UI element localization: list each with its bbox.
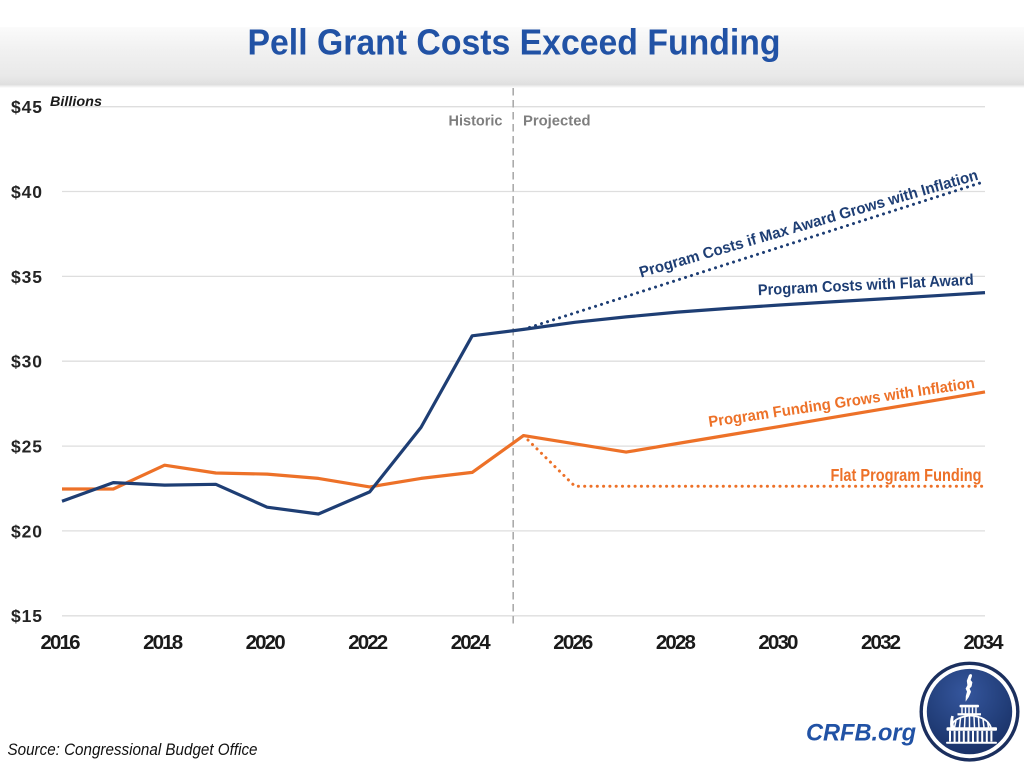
svg-text:Historic: Historic [449, 113, 503, 129]
svg-text:2020: 2020 [246, 631, 286, 654]
svg-text:2032: 2032 [861, 631, 901, 654]
svg-text:2018: 2018 [143, 631, 183, 654]
svg-text:$45: $45 [11, 97, 42, 117]
svg-text:2030: 2030 [758, 631, 798, 654]
svg-text:Pell Grant Costs Exceed Fundin: Pell Grant Costs Exceed Funding [248, 22, 781, 63]
svg-text:$30: $30 [11, 352, 42, 372]
svg-text:$35: $35 [11, 267, 42, 287]
svg-text:$20: $20 [11, 521, 42, 541]
svg-text:2022: 2022 [348, 631, 388, 654]
svg-text:Projected: Projected [523, 113, 591, 129]
svg-text:Program Costs if Max Award Gro: Program Costs if Max Award Grows with In… [637, 167, 980, 282]
svg-text:2034: 2034 [964, 631, 1005, 654]
svg-text:Source: Congressional Budget O: Source: Congressional Budget Office [8, 741, 258, 759]
svg-text:2028: 2028 [656, 631, 696, 654]
svg-text:2024: 2024 [451, 631, 492, 654]
svg-text:CRFB.org: CRFB.org [806, 720, 916, 747]
svg-text:Flat Program Funding: Flat Program Funding [831, 465, 982, 485]
svg-text:2016: 2016 [41, 631, 81, 654]
svg-text:$15: $15 [11, 606, 42, 626]
svg-text:Program Funding Grows with Inf: Program Funding Grows with Inflation [707, 375, 976, 431]
svg-text:2026: 2026 [553, 631, 593, 654]
svg-text:Billions: Billions [50, 94, 103, 109]
svg-text:$25: $25 [11, 437, 42, 457]
svg-text:$40: $40 [11, 182, 42, 202]
